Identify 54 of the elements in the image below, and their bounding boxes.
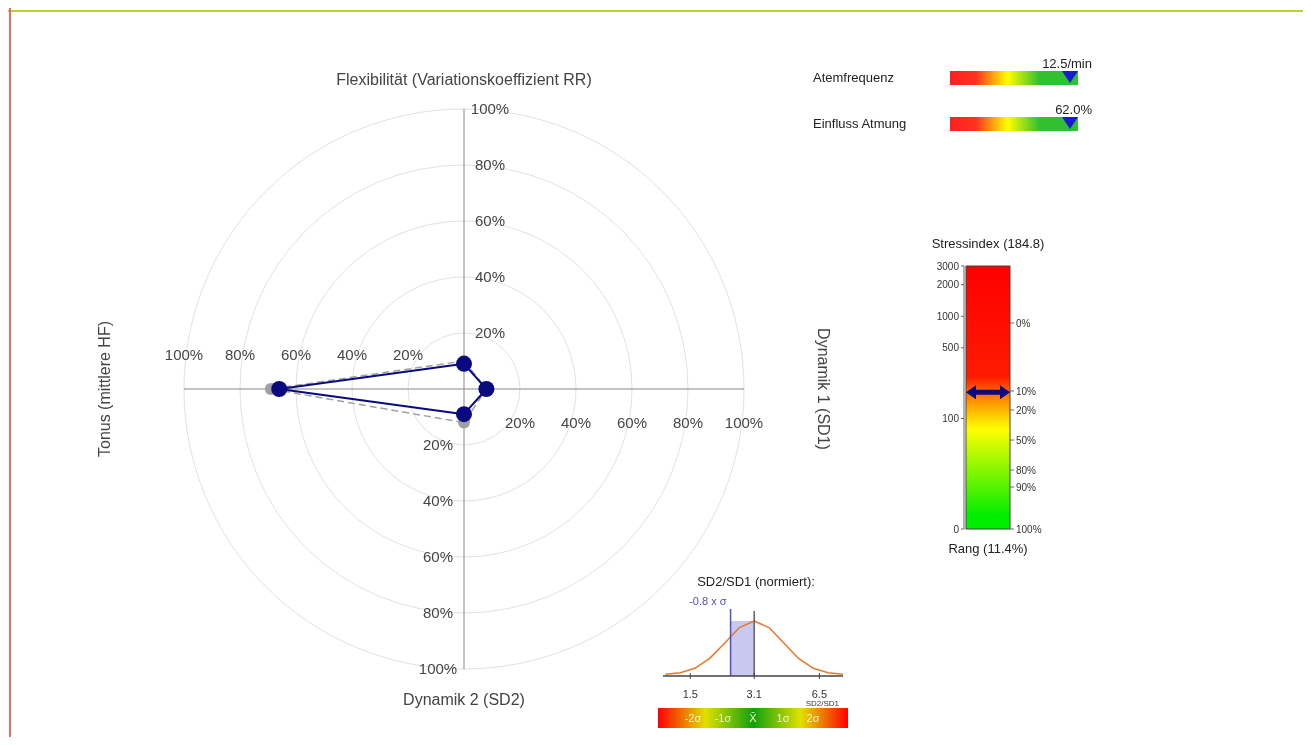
- y-tick-label: 0: [953, 523, 960, 535]
- text: 90%: [1016, 481, 1037, 493]
- text: 100%: [1016, 523, 1042, 535]
- y-tick-label: 500: [942, 342, 960, 354]
- text: 60%: [616, 414, 648, 432]
- y-tick-label: 100: [942, 413, 960, 424]
- y-tick-label: 2000: [936, 279, 960, 291]
- spoke-label: Dynamik 1 (SD1): [815, 328, 833, 450]
- text: 100%: [470, 100, 510, 118]
- text: 20%: [504, 414, 536, 432]
- text: 100%: [724, 414, 764, 432]
- ref-line-label: -0.8 x σ: [689, 595, 727, 607]
- text: 12.5/min: [1042, 56, 1092, 71]
- text: 80%: [672, 414, 704, 432]
- x-tick-label: 1.5: [682, 688, 698, 700]
- spoke-label: Flexibilität (Variationskoeffizient RR): [336, 70, 592, 88]
- text: 100%: [164, 346, 204, 364]
- x-tick-label: 3.1: [746, 688, 762, 700]
- x-tick-label: 6.5: [811, 688, 828, 700]
- text: -2σ: [684, 712, 702, 724]
- text: 20%: [474, 324, 506, 342]
- spoke-label: Tonus (mittlere HF): [95, 320, 113, 458]
- y-tick-label: 1000: [936, 310, 960, 322]
- y-tick-label: 100%: [418, 660, 458, 678]
- spoke-label: Dynamik 2 (SD2): [403, 690, 525, 708]
- x-axis-title: SD2/SD1: [805, 699, 840, 708]
- text: 50%: [1016, 434, 1037, 446]
- text: 40%: [474, 268, 506, 286]
- text: X̄: [749, 712, 758, 724]
- text: -1σ: [714, 712, 732, 724]
- text: 1σ: [776, 712, 790, 724]
- text: 40%: [560, 414, 592, 432]
- chart-title: SD2/SD1 (normiert):: [697, 574, 815, 589]
- y-tick-label: 3000: [936, 260, 960, 272]
- text: 60%: [474, 212, 506, 230]
- y-tick-label: 80%: [422, 604, 454, 622]
- text: 20%: [392, 346, 424, 364]
- y-tick-label: 20%: [422, 436, 454, 454]
- chart-title: Stressindex (184.8): [931, 236, 1045, 251]
- text: 62.0%: [1055, 102, 1092, 117]
- text: 60%: [280, 346, 312, 364]
- x-axis-title: Rang (11.4%): [948, 541, 1028, 556]
- y-tick-label: 40%: [422, 492, 454, 510]
- text: 20%: [1016, 404, 1037, 416]
- text: 80%: [1016, 464, 1037, 476]
- text: 80%: [224, 346, 256, 364]
- y-tick-label: 60%: [422, 548, 454, 566]
- category-label: Einfluss Atmung: [813, 116, 907, 131]
- text: 0%: [1016, 317, 1031, 329]
- category-label: Atemfrequenz: [813, 70, 894, 85]
- text: 2σ: [806, 712, 820, 724]
- text: 10%: [1016, 385, 1037, 397]
- text: 40%: [336, 346, 368, 364]
- text: 80%: [474, 156, 506, 174]
